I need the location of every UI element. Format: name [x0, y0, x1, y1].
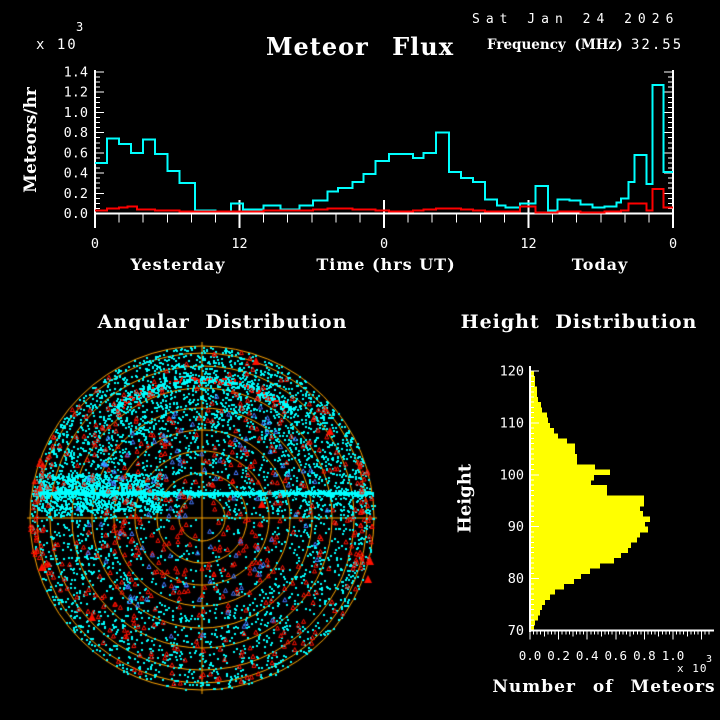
height-bar	[531, 480, 591, 486]
height-bar	[531, 371, 534, 377]
frequency-value: 32.55	[631, 37, 684, 53]
height-y-tick-label: 110	[500, 415, 524, 431]
flux-y-tick-label: 1.2	[64, 85, 88, 101]
flux-x-tick-label: 0	[91, 236, 99, 252]
height-bar	[531, 443, 575, 450]
angular-distribution-title: Angular Distribution	[97, 311, 348, 333]
height-bar	[531, 542, 631, 548]
flux-y-tick-label: 0.2	[64, 186, 88, 202]
height-bar	[531, 454, 577, 460]
height-distribution-chart: 70 80 90 100 110 120 0.0 0.2 0.4 0.6 0.8 1.0	[500, 364, 714, 663]
height-bar	[531, 625, 534, 631]
flux-y-tick-label: 0.8	[64, 125, 88, 141]
height-bar	[531, 495, 644, 502]
height-x-axis-label: Number of Meteors	[492, 677, 716, 697]
height-bar	[531, 438, 567, 445]
frequency-label: Frequency (MHz)	[487, 37, 623, 53]
height-bar	[531, 391, 537, 398]
observation-date: Sat Jan 24 2026	[472, 12, 680, 27]
height-bar	[531, 568, 590, 574]
flux-x-tick-label: 12	[520, 236, 536, 252]
height-bar	[531, 422, 550, 429]
height-y-tick-label: 70	[508, 623, 524, 639]
height-bar	[531, 537, 637, 543]
height-bar	[531, 573, 581, 579]
height-bar	[531, 526, 648, 533]
height-bar	[531, 609, 540, 616]
flux-y-tick-label: 1.4	[64, 65, 88, 81]
height-x-tick-label: 1.0	[662, 648, 685, 663]
height-bar	[531, 407, 542, 413]
height-bar	[531, 599, 545, 605]
flux-y-scale-exponent: 3	[76, 20, 84, 34]
height-bar	[531, 547, 628, 554]
height-bar	[531, 386, 537, 393]
flux-y-tick-label: 0.6	[64, 145, 88, 161]
height-x-tick-label: 0.8	[633, 648, 656, 663]
height-bar	[531, 604, 542, 611]
height-bar	[531, 614, 538, 621]
height-bar	[531, 594, 550, 600]
height-bar	[531, 563, 600, 569]
height-bar	[531, 485, 607, 491]
height-bar	[531, 412, 547, 419]
height-bar	[531, 531, 640, 538]
height-bar	[531, 516, 650, 522]
height-x-scale-exponent: 3	[706, 654, 713, 665]
height-bar	[531, 469, 610, 476]
height-bar	[531, 464, 595, 470]
height-bar	[531, 381, 535, 387]
height-bar	[531, 552, 621, 559]
height-bar	[531, 396, 538, 403]
flux-y-tick-label: 0.4	[64, 166, 88, 182]
height-y-tick-label: 80	[508, 571, 524, 587]
flux-x-tick-label: 12	[231, 236, 247, 252]
page-title: Meteor Flux	[265, 32, 455, 61]
height-bar	[531, 459, 577, 465]
flux-x-tick-label: 0	[669, 236, 677, 252]
height-bar	[531, 620, 535, 626]
height-y-tick-label: 100	[500, 467, 524, 483]
height-bar	[531, 428, 554, 434]
height-bar	[531, 578, 574, 585]
height-bar	[531, 376, 535, 382]
height-bar	[531, 474, 594, 481]
flux-chart: 0.0 0.2 0.4 0.6 0.8 1.0 1.2 1.4 0 12 0 12 0	[64, 65, 677, 252]
height-bar	[531, 417, 548, 424]
height-bar	[531, 589, 555, 595]
height-bar	[531, 521, 645, 528]
height-bar	[531, 557, 614, 564]
height-bar	[531, 433, 558, 439]
height-bar	[531, 505, 640, 512]
height-bar	[531, 511, 643, 517]
height-bar	[531, 402, 541, 408]
height-x-tick-label: 0.2	[547, 648, 570, 663]
flux-y-tick-label: 1.0	[64, 105, 88, 121]
height-bar	[531, 500, 644, 507]
height-bar	[531, 448, 575, 455]
height-x-scale-base: x 10	[677, 662, 708, 675]
day-label-today: Today	[571, 255, 629, 274]
height-distribution-title: Height Distribution	[460, 311, 698, 333]
flux-y-scale-base: x 10	[36, 37, 78, 53]
height-x-tick-label: 0.6	[605, 648, 628, 663]
flux-series-background-noise	[95, 188, 674, 214]
angular-distribution-skymap	[0, 330, 400, 710]
height-bar	[531, 490, 607, 496]
height-x-tick-label: 0.4	[576, 648, 599, 663]
flux-series-meteor-rate	[95, 84, 674, 213]
height-x-tick-label: 0.0	[519, 648, 542, 663]
flux-y-tick-label: 0.0	[64, 206, 88, 222]
flux-x-tick-label: 0	[380, 236, 388, 252]
height-bar	[531, 583, 564, 590]
height-y-tick-label: 120	[500, 364, 524, 380]
height-y-tick-label: 90	[508, 519, 524, 535]
day-label-yesterday: Yesterday	[130, 255, 226, 274]
flux-x-axis-label: Time (hrs UT)	[316, 255, 456, 274]
